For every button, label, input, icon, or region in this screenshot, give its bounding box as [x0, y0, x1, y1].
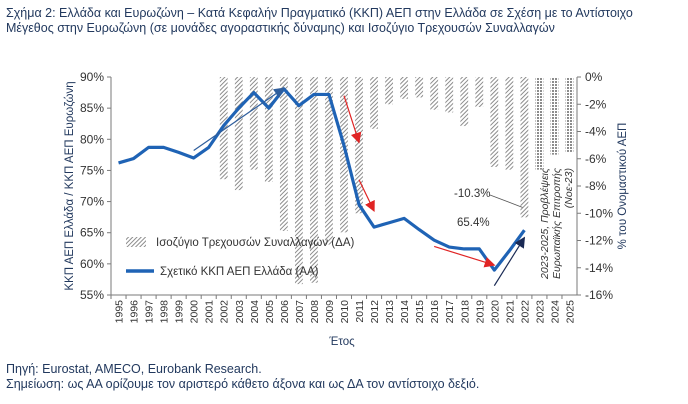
- bar-2021: [505, 77, 514, 170]
- current-account-bars: [219, 77, 574, 285]
- x-tick-label: 2016: [429, 300, 441, 324]
- x-tick-label: 2008: [309, 300, 321, 324]
- x-tick-label: 2021: [504, 300, 516, 324]
- bar-2012: [370, 77, 378, 129]
- x-tick-label: 2020: [489, 300, 501, 324]
- x-tick-label: 2003: [234, 300, 246, 324]
- y-left-tick-label: 65%: [80, 226, 104, 240]
- x-tick-label: 2004: [249, 300, 261, 324]
- x-tick-label: 2015: [414, 300, 426, 324]
- x-tick-label: 1996: [129, 300, 141, 324]
- y-axis-right-label: % του Ονομαστικού ΑΕΠ: [617, 123, 629, 250]
- x-tick-label: 2023: [534, 300, 546, 324]
- bar-2003: [234, 77, 243, 191]
- bar-2024: [550, 77, 559, 155]
- x-axis-label: Έτος: [328, 336, 355, 348]
- bar-2005: [264, 77, 273, 182]
- legend-label-bars: Ισοζύγιο Τρεχουσών Συναλλαγών (ΔΑ): [156, 237, 354, 249]
- y-right-tick-label: -16%: [585, 288, 613, 302]
- x-tick-label: 2006: [279, 300, 291, 324]
- bar-2009: [325, 77, 333, 245]
- x-tick-label: 1998: [159, 300, 171, 324]
- x-tick-label: 2000: [189, 300, 201, 324]
- x-tick-label: 2007: [294, 300, 306, 324]
- annotation-projection-3: (Νοε-23): [563, 168, 575, 208]
- footer: Πηγή: Eurostat, AMECO, Eurobank Research…: [6, 362, 682, 391]
- x-tick-label: 2009: [324, 300, 336, 324]
- x-tick-label: 1999: [174, 300, 186, 324]
- bar-2018: [460, 77, 469, 127]
- y-right-tick-label: -4%: [585, 125, 607, 139]
- bar-2013: [385, 77, 394, 105]
- chart-title: Σχήμα 2: Ελλάδα και Ευρωζώνη – Κατά Κεφα…: [6, 6, 633, 35]
- gdp-line-series: [118, 87, 526, 272]
- trend-arrow-1: [193, 87, 285, 151]
- x-tick-label: 2018: [459, 300, 471, 324]
- annotation-leader-line: [489, 194, 523, 208]
- x-tick-label: 2012: [369, 300, 381, 324]
- x-tick-label: 1997: [144, 300, 156, 324]
- y-left-tick-label: 80%: [80, 132, 104, 146]
- y-left-tick-label: 55%: [80, 288, 104, 302]
- bar-2008: [310, 77, 318, 283]
- annotation-ca-2022: -10.3%: [454, 188, 490, 200]
- y-left-tick-label: 85%: [80, 101, 104, 115]
- x-tick-label: 2014: [399, 300, 411, 324]
- x-tick-label: 2019: [474, 300, 486, 324]
- trend-arrow-2: [343, 95, 362, 144]
- axis-note: Σημείωση: ως ΑΑ ορίζουμε τον αριστερό κά…: [6, 376, 480, 391]
- bar-2022: [520, 77, 529, 218]
- annotation-projection-2: Ευρωπαϊκής Επιτροπής: [551, 167, 563, 279]
- trend-arrow-4: [434, 245, 496, 268]
- bar-2019: [475, 77, 484, 107]
- y-right-tick-label: -14%: [585, 261, 613, 275]
- legend-label-line: Σχετικό ΚΚΠ ΑΕΠ Ελλάδα (ΑΑ): [160, 266, 319, 278]
- x-tick-label: 2002: [219, 300, 231, 324]
- y-left-tick-label: 70%: [80, 195, 104, 209]
- annotation-gdp-2022: 65.4%: [457, 217, 490, 229]
- x-tick-label: 2017: [444, 300, 456, 324]
- source-note: Πηγή: Eurostat, AMECO, Eurobank Research…: [6, 362, 262, 376]
- x-tick-label: 2013: [384, 300, 396, 324]
- annotation-projection-1: 2023-2025, Προβλέψεις: [539, 167, 551, 280]
- x-tick-label: 2001: [204, 300, 216, 324]
- x-tick-label: 2005: [264, 300, 276, 324]
- trend-arrow-3: [358, 179, 375, 212]
- y-left-tick-label: 90%: [80, 70, 104, 84]
- bar-2017: [445, 77, 454, 113]
- y-right-tick-label: -10%: [585, 206, 613, 220]
- trend-arrow-5: [493, 236, 526, 286]
- bar-2006: [279, 77, 288, 231]
- axes: 55% 60% 65% 70% 75% 80% 85% 90% 0% -2% -4% -6% -8% -1…: [80, 70, 613, 323]
- y-right-tick-label: -8%: [585, 179, 607, 193]
- bar-2023: [535, 77, 544, 170]
- y-axis-left-label: ΚΚΠ ΑΕΠ Ελλάδα / ΚΚΠ ΑΕΠ Ευρωζώνη: [64, 81, 76, 290]
- legend-swatch-bars: [126, 237, 146, 247]
- x-tick-label: 2022: [519, 300, 531, 324]
- bar-2004: [249, 77, 258, 170]
- gdp-line: [118, 87, 526, 272]
- y-right-tick-label: -2%: [585, 97, 607, 111]
- bar-2025: [565, 77, 574, 152]
- x-tick-label: 2010: [339, 300, 351, 324]
- x-tick-label: 2024: [550, 300, 562, 324]
- y-right-tick-label: 0%: [585, 70, 603, 84]
- y-left-tick-label: 75%: [80, 163, 104, 177]
- x-tick-label: 2025: [565, 300, 577, 324]
- y-left-tick-label: 60%: [80, 257, 104, 271]
- y-right-tick-label: -6%: [585, 152, 607, 166]
- x-tick-label: 2011: [354, 300, 366, 323]
- bar-2016: [430, 77, 439, 110]
- trend-arrows: [193, 87, 526, 286]
- bar-2011: [355, 77, 363, 214]
- bar-2020: [490, 77, 499, 167]
- y-right-tick-label: -12%: [585, 234, 613, 248]
- x-tick-label: 1995: [114, 300, 126, 324]
- bar-2010: [340, 77, 348, 233]
- bar-2015: [415, 77, 424, 98]
- legend: Ισοζύγιο Τρεχουσών Συναλλαγών (ΔΑ) Σχετι…: [126, 237, 354, 278]
- bar-2007: [294, 77, 303, 285]
- bar-2014: [400, 77, 409, 99]
